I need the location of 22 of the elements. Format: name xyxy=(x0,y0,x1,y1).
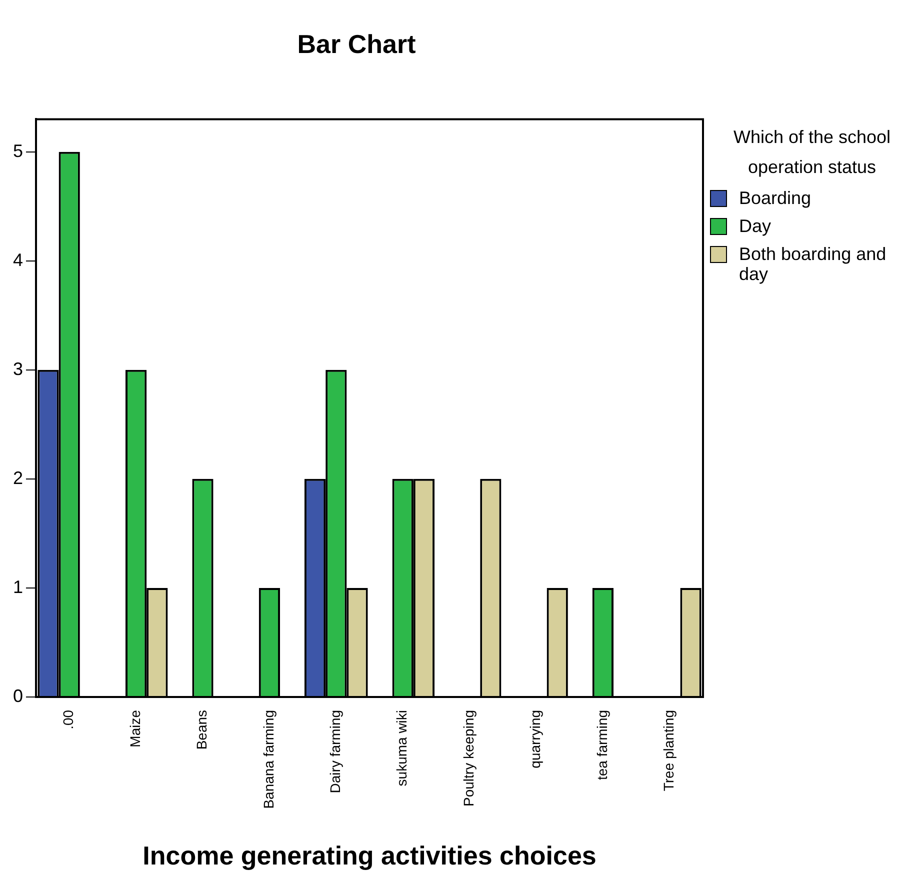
legend-label: Day xyxy=(739,216,772,236)
x-tick-label: sukuma wiki xyxy=(394,710,410,786)
x-tick-label: Maize xyxy=(126,710,143,748)
y-tick-label: 2 xyxy=(12,468,24,488)
x-tick-label: Poultry keeping xyxy=(460,710,476,806)
x-tick-label: tea farming xyxy=(594,710,610,780)
y-tick-label: 1 xyxy=(12,576,24,597)
y-tick-label: 5 xyxy=(12,140,24,161)
x-axis-title: Income generating activities choices xyxy=(142,840,596,871)
x-tick-label: Dairy farming xyxy=(327,710,344,794)
y-tick-label: 4 xyxy=(12,250,24,270)
y-tick-label: 0 xyxy=(12,686,24,706)
legend-label: Boarding xyxy=(739,188,812,208)
chart-title: Bar Chart xyxy=(297,28,416,59)
y-tick-label: 3 xyxy=(12,358,24,379)
legend-title: Which of the school operation status xyxy=(732,126,892,179)
x-tick-label: quarrying xyxy=(527,710,544,768)
x-tick-label: .00 xyxy=(60,710,76,730)
x-tick-label: Banana farming xyxy=(260,710,276,809)
x-tick-label: Beans xyxy=(194,710,210,750)
x-tick-label: Tree planting xyxy=(660,710,677,792)
legend-label: Both boarding and day xyxy=(739,244,888,284)
